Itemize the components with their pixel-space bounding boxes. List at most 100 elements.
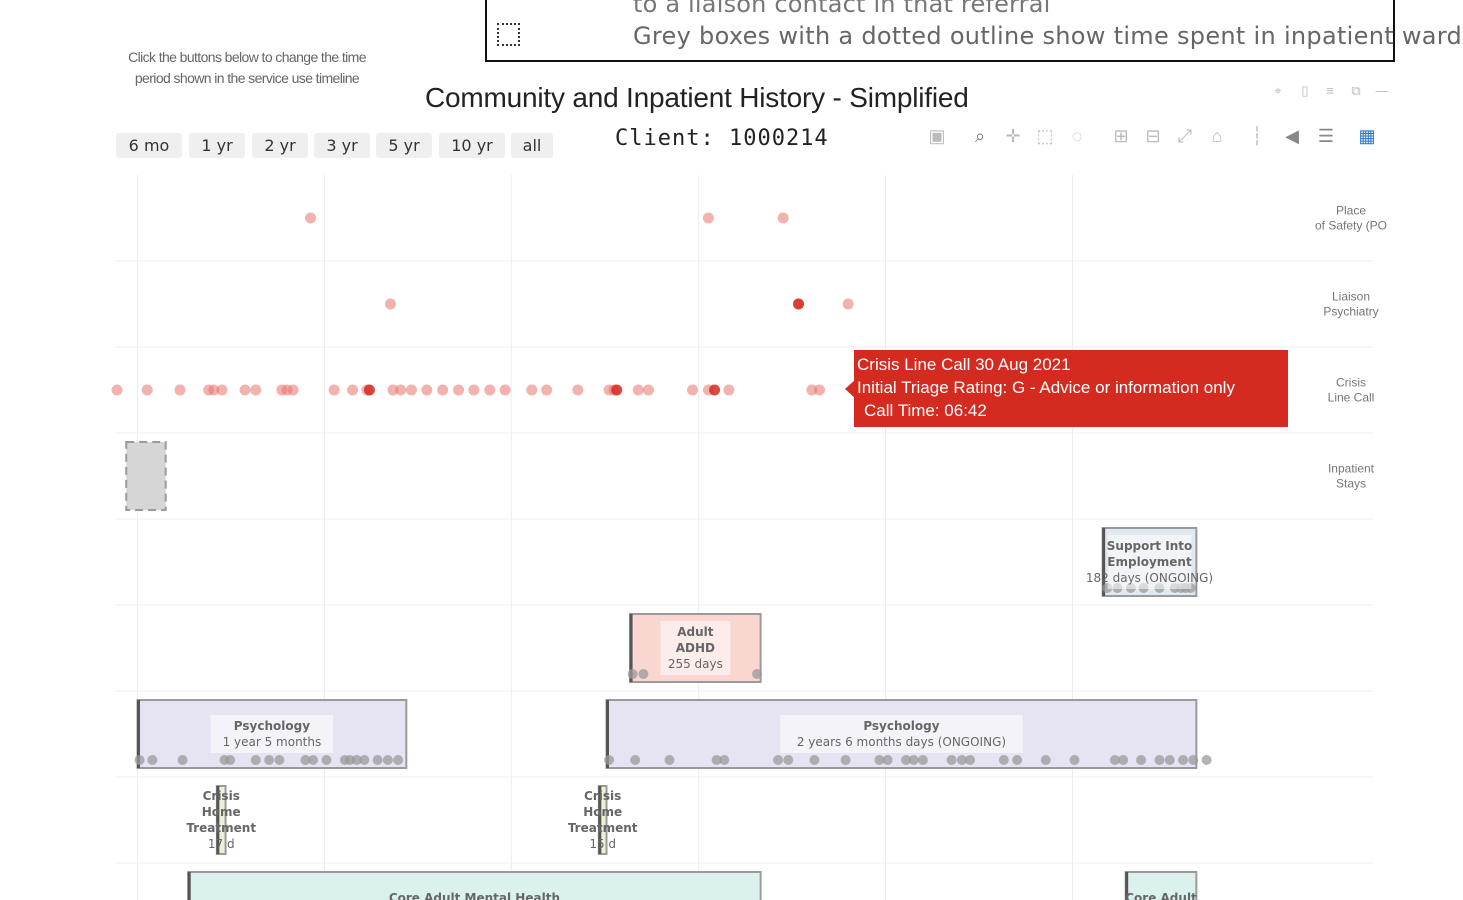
range-button-3yr[interactable]: 3 yr (314, 133, 370, 158)
pan-icon[interactable]: ✛ (1005, 126, 1021, 146)
episode-label: ADHD (676, 641, 715, 655)
row-label: Stays (1336, 477, 1366, 491)
camera-icon[interactable]: ▣ (928, 126, 946, 146)
episode-contact-dot (1012, 755, 1023, 765)
episode-label: Treatment (186, 821, 256, 835)
tooltip-line-1: Crisis Line Call 30 Aug 2021 (857, 355, 1071, 374)
episode-contact-dot (134, 755, 145, 765)
event-point (174, 384, 186, 396)
plotly-logo-icon[interactable]: ▦ (1358, 126, 1376, 146)
event-point (405, 384, 417, 396)
legend-inpatient-swatch (497, 23, 520, 46)
event-point (363, 384, 375, 396)
hover-closest-icon[interactable]: ◀ (1285, 126, 1299, 146)
episode-contact-dot (604, 755, 615, 765)
event-point (632, 384, 644, 396)
minimize-icon[interactable]: — (1375, 83, 1389, 98)
reset-axes-icon[interactable]: ⌂ (1211, 126, 1223, 146)
range-button-all[interactable]: all (511, 133, 553, 158)
row-label: Crisis (1336, 376, 1366, 390)
episode-label: Treatment (568, 821, 638, 835)
episode-contact-dot (147, 755, 158, 765)
event-point (216, 384, 228, 396)
episode-box (1124, 871, 1198, 900)
event-point (250, 384, 262, 396)
event-point (806, 384, 818, 396)
episode-contact-dot (901, 755, 912, 765)
chart-subtitle: Client: 1000214 (615, 126, 829, 151)
range-button-1yr[interactable]: 1 yr (189, 133, 245, 158)
event-point (111, 384, 123, 396)
event-point (328, 384, 340, 396)
episode-contact-dot (773, 755, 784, 765)
zoom-out-icon[interactable]: ⊟ (1145, 126, 1161, 146)
open-in-new-icon[interactable]: ⧉ (1351, 83, 1361, 98)
event-point (687, 384, 699, 396)
event-point (484, 384, 496, 396)
row-label: Psychiatry (1323, 305, 1378, 319)
event-point (814, 384, 826, 396)
episode-label: Psychology (234, 719, 310, 733)
legend-liaison-text: to a liaison contact in that referral (633, 0, 1051, 18)
episode-label: Core Adult Mental Health (389, 891, 560, 900)
episode-label-bg (780, 715, 1023, 753)
event-point (421, 384, 433, 396)
episode-contact-dot (908, 755, 919, 765)
row-label: Place (1336, 204, 1366, 218)
toggle-spike-lines-icon[interactable]: ┆ (1251, 126, 1263, 146)
event-point (793, 298, 805, 310)
range-button-10yr[interactable]: 10 yr (439, 133, 505, 158)
spike-lines-icon[interactable]: ▯ (1301, 83, 1309, 98)
episode-contact-dot (1164, 755, 1175, 765)
tooltip-line-2: Initial Triage Rating: G - Advice or inf… (857, 378, 1235, 397)
range-button-2yr[interactable]: 2 yr (252, 133, 308, 158)
episode-contact-dot (382, 755, 393, 765)
episode-duration: 17 d (208, 837, 235, 851)
row-label: Inpatient (1328, 462, 1375, 476)
episode-contact-dot (752, 669, 763, 679)
zoom-in-icon[interactable]: ⊞ (1113, 126, 1129, 146)
episode-contact-dot (630, 755, 641, 765)
episode-contact-dot (351, 755, 362, 765)
event-point (387, 384, 399, 396)
episode-contact-dot (965, 755, 976, 765)
event-point (526, 384, 538, 396)
event-point (453, 384, 465, 396)
range-hint: Click the buttons below to change the ti… (128, 49, 366, 86)
episode-contact-dot (1136, 755, 1147, 765)
hover-compare-toolbar-icon[interactable]: ☰ (1317, 126, 1335, 146)
hover-compare-icon[interactable]: ≡ (1326, 83, 1334, 98)
episode-contact-dot (638, 669, 649, 679)
episode-label: Home (583, 805, 622, 819)
legend-box: to a liaison contact in that referral Gr… (485, 0, 1463, 62)
episode-contact-dot (874, 755, 885, 765)
episode-duration: 1 year 5 months (223, 735, 322, 749)
event-point (384, 298, 396, 310)
row-label: Liaison (1332, 290, 1370, 304)
episode-contact-dot (840, 755, 851, 765)
event-point (239, 384, 251, 396)
zoom-icon[interactable]: ⌕ (974, 126, 986, 146)
episode-contact-dot (917, 755, 928, 765)
tooltip-line-3: Call Time: 06:42 (864, 401, 987, 420)
lasso-select-icon[interactable]: ◌ (1071, 126, 1083, 146)
episode-contact-dot (177, 755, 188, 765)
range-button-6mo[interactable]: 6 mo (116, 133, 182, 158)
episode-contact-dot (300, 755, 311, 765)
event-point (305, 212, 317, 224)
tooltip-arrow (845, 380, 855, 398)
event-point (395, 384, 407, 396)
episode-label: Core Adult (1125, 891, 1197, 900)
pin-icon[interactable]: ⌖ (1274, 83, 1282, 98)
box-select-icon[interactable]: ⬚ (1036, 126, 1054, 146)
episode-contact-dot (627, 669, 638, 679)
range-button-5yr[interactable]: 5 yr (376, 133, 432, 158)
episode-contact-dot (264, 755, 275, 765)
episode-contact-dot (711, 755, 722, 765)
episode-contact-dot (664, 755, 675, 765)
autoscale-icon[interactable]: ⤢ (1177, 126, 1193, 146)
event-point (642, 384, 654, 396)
episode-label-bg (210, 715, 334, 753)
event-point (208, 384, 220, 396)
